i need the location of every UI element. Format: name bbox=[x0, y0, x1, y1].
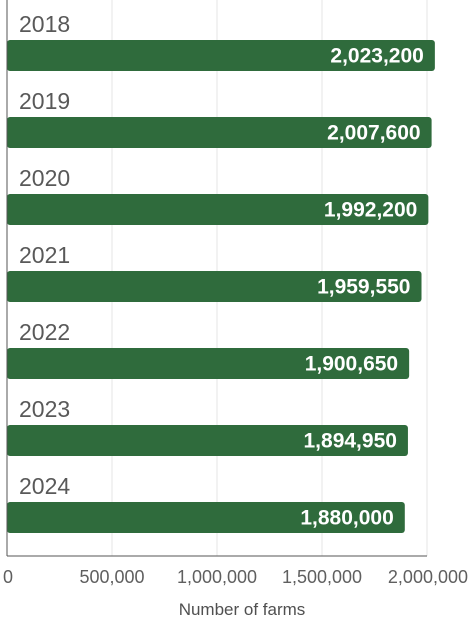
bar bbox=[7, 425, 408, 456]
category-label: 2024 bbox=[19, 473, 70, 499]
category-label: 2018 bbox=[19, 11, 70, 37]
x-tick-label: 1,500,000 bbox=[282, 567, 362, 587]
x-axis-title: Number of farms bbox=[179, 600, 306, 619]
category-label: 2019 bbox=[19, 88, 70, 114]
category-label: 2022 bbox=[19, 319, 70, 345]
x-tick-label: 500,000 bbox=[79, 567, 144, 587]
bar bbox=[7, 502, 405, 533]
bar-value-label: 1,959,550 bbox=[317, 276, 410, 299]
axes: 0 500,000 1,000,000 1,500,000 2,000,000 bbox=[3, 0, 468, 587]
x-tick-label: 2,000,000 bbox=[388, 567, 468, 587]
bar-value-label: 1,992,200 bbox=[324, 199, 417, 222]
bars: 2018 2,023,200 2019 2,007,600 2020 1,992,200 2… bbox=[7, 11, 435, 533]
bar-value-label: 1,900,650 bbox=[305, 353, 398, 376]
bar-value-label: 2,023,200 bbox=[330, 45, 423, 68]
bar bbox=[7, 40, 435, 71]
bar bbox=[7, 271, 422, 302]
bar-value-label: 1,880,000 bbox=[300, 507, 393, 530]
x-tick-label: 1,000,000 bbox=[177, 567, 257, 587]
category-label: 2023 bbox=[19, 396, 70, 422]
bar bbox=[7, 348, 410, 379]
bar-value-label: 1,894,950 bbox=[304, 430, 397, 453]
category-label: 2020 bbox=[19, 165, 70, 191]
bar-value-label: 2,007,600 bbox=[327, 122, 420, 145]
bar bbox=[7, 117, 432, 148]
category-label: 2021 bbox=[19, 242, 70, 268]
x-tick-label: 0 bbox=[3, 567, 13, 587]
bar bbox=[7, 194, 429, 225]
